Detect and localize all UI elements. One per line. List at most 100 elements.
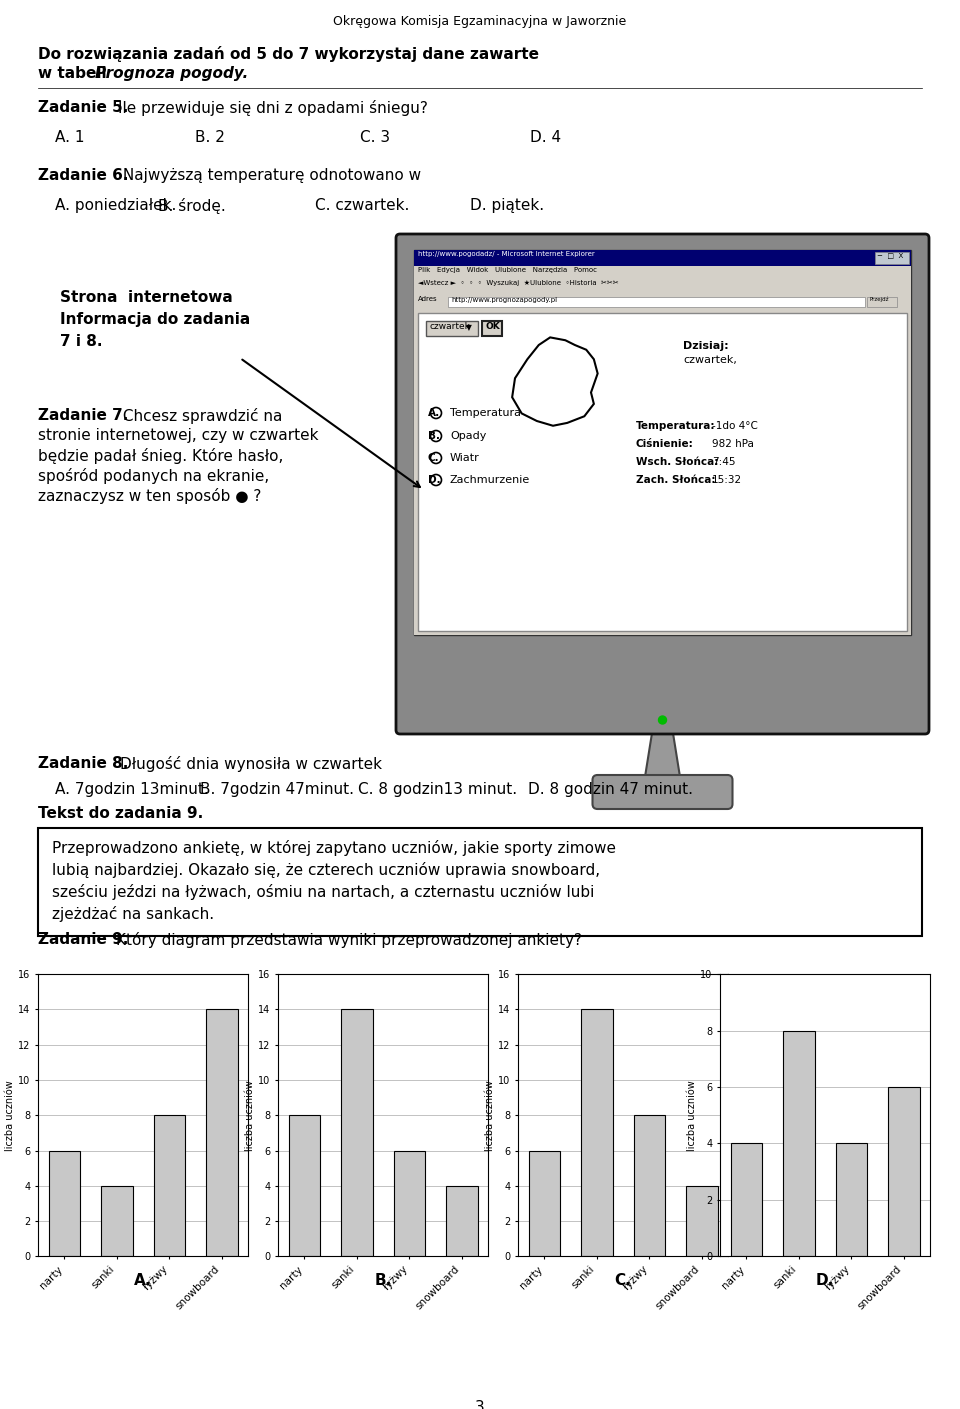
Text: Zachmurzenie: Zachmurzenie bbox=[450, 475, 530, 485]
Text: -1do 4°C: -1do 4°C bbox=[712, 421, 757, 431]
Text: Ciśnienie:: Ciśnienie: bbox=[636, 440, 694, 449]
Text: C. 3: C. 3 bbox=[360, 130, 390, 145]
Bar bbox=[101, 1186, 132, 1257]
Text: Zadanie 8.: Zadanie 8. bbox=[38, 757, 129, 771]
Text: Opady: Opady bbox=[450, 431, 487, 441]
Text: 7 i 8.: 7 i 8. bbox=[60, 334, 103, 349]
Bar bbox=[446, 1186, 477, 1257]
Text: A. 7godzin 13minut.: A. 7godzin 13minut. bbox=[55, 782, 208, 797]
Text: ▼: ▼ bbox=[466, 323, 472, 333]
Text: C. czwartek.: C. czwartek. bbox=[315, 199, 409, 213]
Text: Zadanie 9.: Zadanie 9. bbox=[38, 931, 129, 947]
Bar bbox=[414, 279, 911, 294]
Bar bbox=[414, 266, 911, 279]
Text: Który diagram przedstawia wyniki przeprowadzonej ankiety?: Który diagram przedstawia wyniki przepro… bbox=[116, 931, 582, 948]
Text: w tabeli: w tabeli bbox=[38, 66, 122, 80]
Y-axis label: liczba uczniów: liczba uczniów bbox=[245, 1079, 255, 1151]
Text: D. 8 godzin 47 minut.: D. 8 godzin 47 minut. bbox=[528, 782, 693, 797]
Text: B. 7godzin 47minut.: B. 7godzin 47minut. bbox=[200, 782, 354, 797]
Text: Temperatura: Temperatura bbox=[450, 409, 521, 418]
Text: Najwyższą temperaturę odnotowano w: Najwyższą temperaturę odnotowano w bbox=[118, 168, 421, 183]
Text: Plik   Edycja   Widok   Ulubione   Narzędzia   Pomoc: Plik Edycja Widok Ulubione Narzędzia Pom… bbox=[418, 266, 597, 273]
Y-axis label: liczba uczniów: liczba uczniów bbox=[485, 1079, 495, 1151]
Bar bbox=[414, 294, 911, 309]
Bar bbox=[394, 1151, 425, 1257]
Text: 982 hPa: 982 hPa bbox=[712, 440, 754, 449]
Circle shape bbox=[430, 431, 442, 441]
Bar bbox=[875, 252, 909, 263]
Text: http://www.pogodadz/ - Microsoft Internet Explorer: http://www.pogodadz/ - Microsoft Interne… bbox=[418, 251, 595, 256]
Text: Przeprowadzono ankietę, w której zapytano uczniów, jakie sporty zimowe: Przeprowadzono ankietę, w której zapytan… bbox=[52, 840, 616, 857]
Text: Przejdź: Przejdź bbox=[870, 297, 890, 303]
Y-axis label: liczba uczniów: liczba uczniów bbox=[687, 1079, 697, 1151]
Text: zaznaczysz w ten sposób ● ?: zaznaczysz w ten sposób ● ? bbox=[38, 488, 261, 504]
Text: lubią najbardziej. Okazało się, że czterech uczniów uprawia snowboard,: lubią najbardziej. Okazało się, że czter… bbox=[52, 862, 600, 878]
Text: Zadanie 7.: Zadanie 7. bbox=[38, 409, 129, 423]
Text: Zach. Słońca:: Zach. Słońca: bbox=[636, 475, 715, 485]
Text: Strona  internetowa: Strona internetowa bbox=[60, 290, 232, 304]
Text: A.: A. bbox=[428, 409, 441, 418]
Text: Tekst do zadania 9.: Tekst do zadania 9. bbox=[38, 806, 204, 821]
Text: Zadanie 6.: Zadanie 6. bbox=[38, 168, 129, 183]
Text: Zadanie 5.: Zadanie 5. bbox=[38, 100, 129, 116]
Text: Prognoza pogody.: Prognoza pogody. bbox=[95, 66, 249, 80]
Text: czwartek,: czwartek, bbox=[683, 355, 737, 365]
Text: Adres: Adres bbox=[418, 296, 438, 302]
Text: Temperatura:: Temperatura: bbox=[636, 421, 715, 431]
Text: A. poniedziałek.: A. poniedziałek. bbox=[55, 199, 177, 213]
Text: Długość dnia wynosiła w czwartek: Długość dnia wynosiła w czwartek bbox=[120, 757, 382, 772]
Text: B.: B. bbox=[428, 431, 440, 441]
FancyBboxPatch shape bbox=[396, 234, 929, 734]
Text: Ile przewiduje się dni z opadami śniegu?: Ile przewiduje się dni z opadami śniegu? bbox=[118, 100, 428, 116]
Bar bbox=[529, 1151, 560, 1257]
Bar bbox=[783, 1030, 814, 1257]
Text: http://www.prognozapogody.pl: http://www.prognozapogody.pl bbox=[451, 297, 557, 303]
Text: 3: 3 bbox=[475, 1401, 485, 1409]
Text: Chcesz sprawdzić na: Chcesz sprawdzić na bbox=[118, 409, 282, 424]
Bar bbox=[581, 1009, 612, 1257]
Bar bbox=[341, 1009, 372, 1257]
Text: A.: A. bbox=[134, 1274, 152, 1288]
Circle shape bbox=[430, 407, 442, 418]
FancyBboxPatch shape bbox=[592, 775, 732, 809]
Text: B.: B. bbox=[374, 1274, 392, 1288]
Text: C. 8 godzin13 minut.: C. 8 godzin13 minut. bbox=[358, 782, 517, 797]
Bar bbox=[49, 1151, 80, 1257]
Text: Dzisiaj:: Dzisiaj: bbox=[683, 341, 729, 351]
Text: Okręgowa Komisja Egzaminacyjna w Jaworznie: Okręgowa Komisja Egzaminacyjna w Jaworzn… bbox=[333, 15, 627, 28]
Text: A. 1: A. 1 bbox=[55, 130, 84, 145]
Text: spośród podanych na ekranie,: spośród podanych na ekranie, bbox=[38, 468, 269, 485]
Bar bbox=[686, 1186, 717, 1257]
Bar bbox=[888, 1086, 920, 1257]
Circle shape bbox=[430, 452, 442, 464]
Bar bbox=[418, 313, 907, 631]
Bar bbox=[448, 297, 865, 307]
Text: −  □  X: − □ X bbox=[877, 252, 903, 258]
Circle shape bbox=[659, 716, 666, 724]
Bar bbox=[414, 309, 911, 635]
Bar bbox=[154, 1116, 185, 1257]
Text: stronie internetowej, czy w czwartek: stronie internetowej, czy w czwartek bbox=[38, 428, 319, 442]
Text: Wsch. Słońca:: Wsch. Słońca: bbox=[636, 457, 718, 466]
Text: D. piątek.: D. piątek. bbox=[470, 199, 544, 213]
Bar bbox=[206, 1009, 237, 1257]
Text: D. 4: D. 4 bbox=[530, 130, 562, 145]
Bar bbox=[289, 1116, 320, 1257]
Text: Informacja do zadania: Informacja do zadania bbox=[60, 311, 251, 327]
Text: B. 2: B. 2 bbox=[195, 130, 225, 145]
Text: C.: C. bbox=[614, 1274, 632, 1288]
Bar bbox=[414, 249, 911, 635]
Text: będzie padał śnieg. Które hasło,: będzie padał śnieg. Które hasło, bbox=[38, 448, 283, 464]
Polygon shape bbox=[512, 337, 598, 426]
Bar bbox=[634, 1116, 665, 1257]
Text: D.: D. bbox=[428, 475, 441, 485]
Bar bbox=[731, 1144, 762, 1257]
Y-axis label: liczba uczniów: liczba uczniów bbox=[5, 1079, 15, 1151]
Text: sześciu jeździ na łyżwach, ośmiu na nartach, a czternastu uczniów lubi: sześciu jeździ na łyżwach, ośmiu na nart… bbox=[52, 883, 594, 900]
Text: 7:45: 7:45 bbox=[712, 457, 735, 466]
Text: Wiatr: Wiatr bbox=[450, 454, 480, 464]
Bar bbox=[835, 1144, 867, 1257]
Text: D.: D. bbox=[816, 1274, 834, 1288]
Text: 15:32: 15:32 bbox=[712, 475, 742, 485]
Text: czwartek: czwartek bbox=[429, 323, 469, 331]
